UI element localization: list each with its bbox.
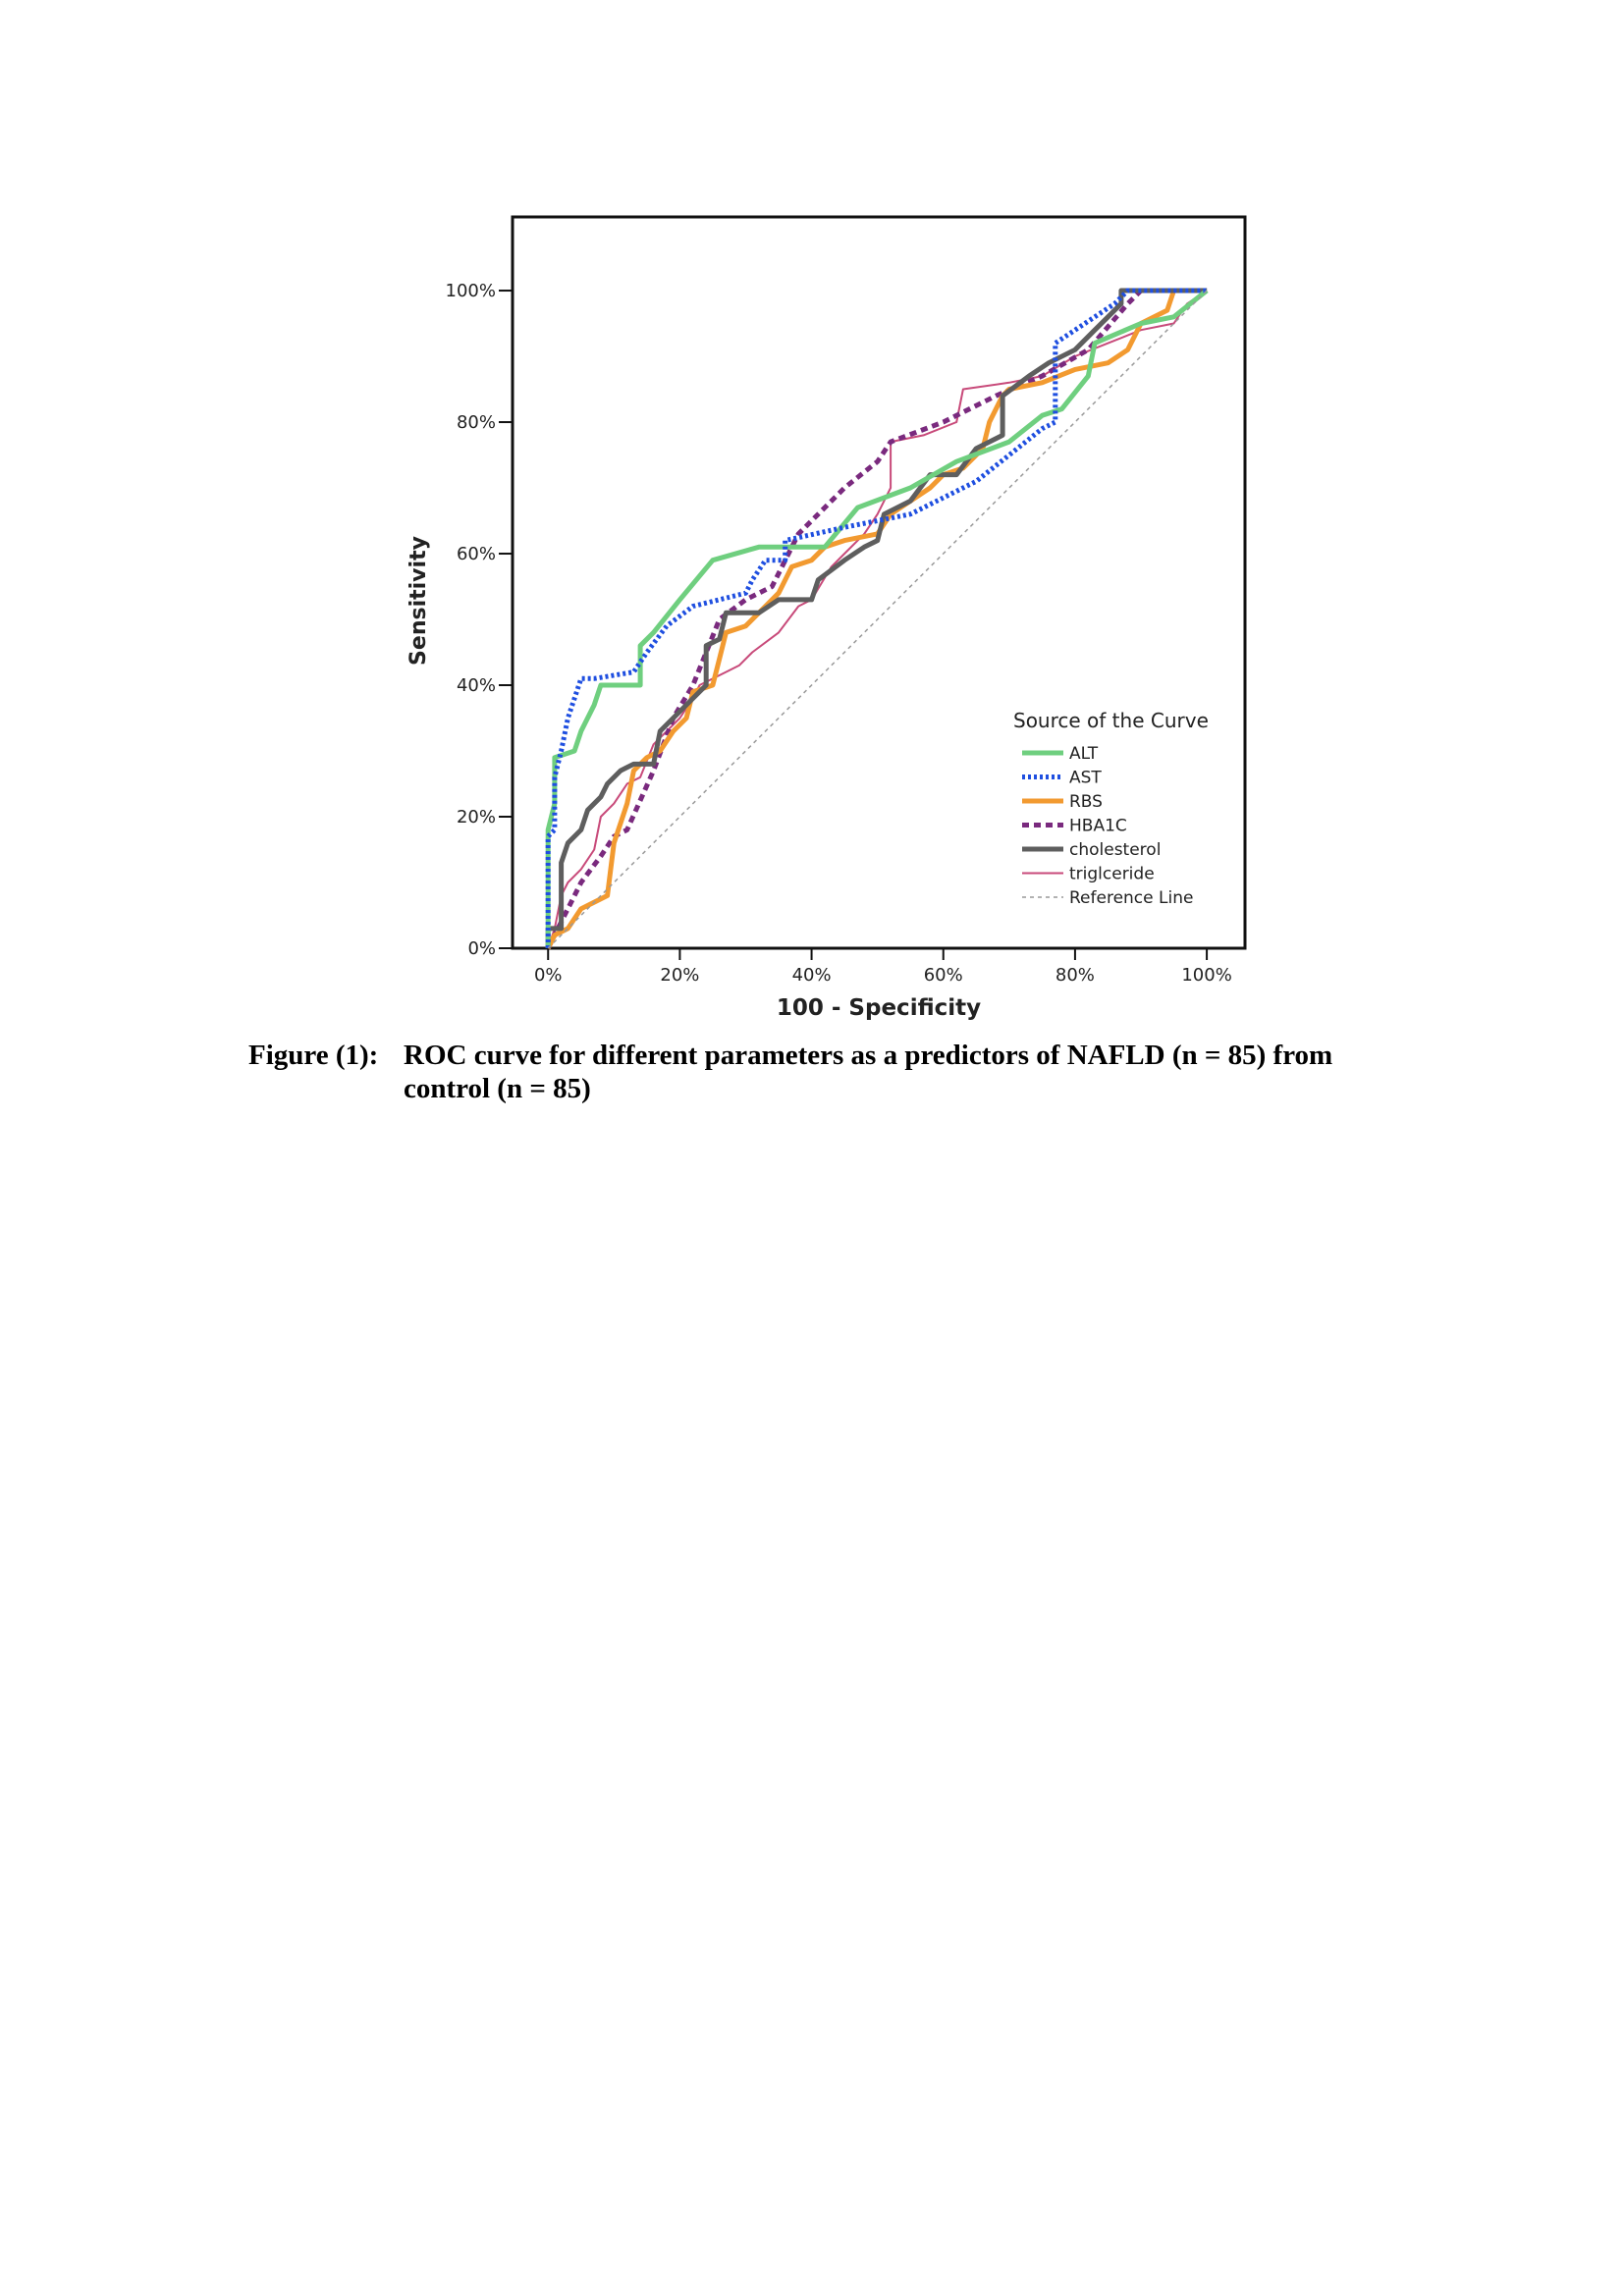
x-tick-label: 20% <box>660 965 699 986</box>
x-tick-label: 100% <box>1181 965 1231 986</box>
roc-curve <box>547 290 1208 949</box>
y-tick-label: 0% <box>467 938 496 959</box>
legend-label: cholesterol <box>1069 840 1161 860</box>
legend-title: Source of the Curve <box>1013 709 1209 732</box>
roc-curve <box>545 288 1208 950</box>
legend-label: Reference Line <box>1069 888 1193 908</box>
roc-curve <box>545 288 1208 948</box>
legend-label: ALT <box>1069 744 1099 764</box>
roc-curve <box>547 290 1208 949</box>
x-axis-label: 100 - Specificity <box>777 995 981 1021</box>
y-axis-label: Sensitivity <box>406 536 431 666</box>
legend-label: RBS <box>1069 792 1103 812</box>
x-tick-label: 0% <box>534 965 563 986</box>
y-tick-label: 100% <box>446 281 496 301</box>
caption-text: ROC curve for different parameters as a … <box>404 1040 1333 1104</box>
y-tick-label: 60% <box>457 544 496 564</box>
legend-label: triglceride <box>1069 865 1155 884</box>
roc-curve <box>545 289 1209 948</box>
y-tick-label: 40% <box>457 675 496 696</box>
y-tick-label: 20% <box>457 807 496 828</box>
roc-curve <box>545 288 1208 950</box>
figure-caption: Figure (1): ROC curve for different para… <box>248 1039 1395 1105</box>
x-tick-label: 80% <box>1056 965 1095 986</box>
legend-label: HBA1C <box>1069 817 1127 836</box>
plot-frame <box>511 215 1247 950</box>
x-tick-label: 60% <box>924 965 963 986</box>
roc-curve <box>545 288 1208 948</box>
caption-label: Figure (1): <box>248 1040 379 1071</box>
y-tick-label: 80% <box>457 412 496 433</box>
legend-label: AST <box>1069 769 1102 788</box>
x-tick-label: 40% <box>792 965 832 986</box>
chart: Sensitivity 100 - Specificity Source of … <box>406 215 1247 1021</box>
